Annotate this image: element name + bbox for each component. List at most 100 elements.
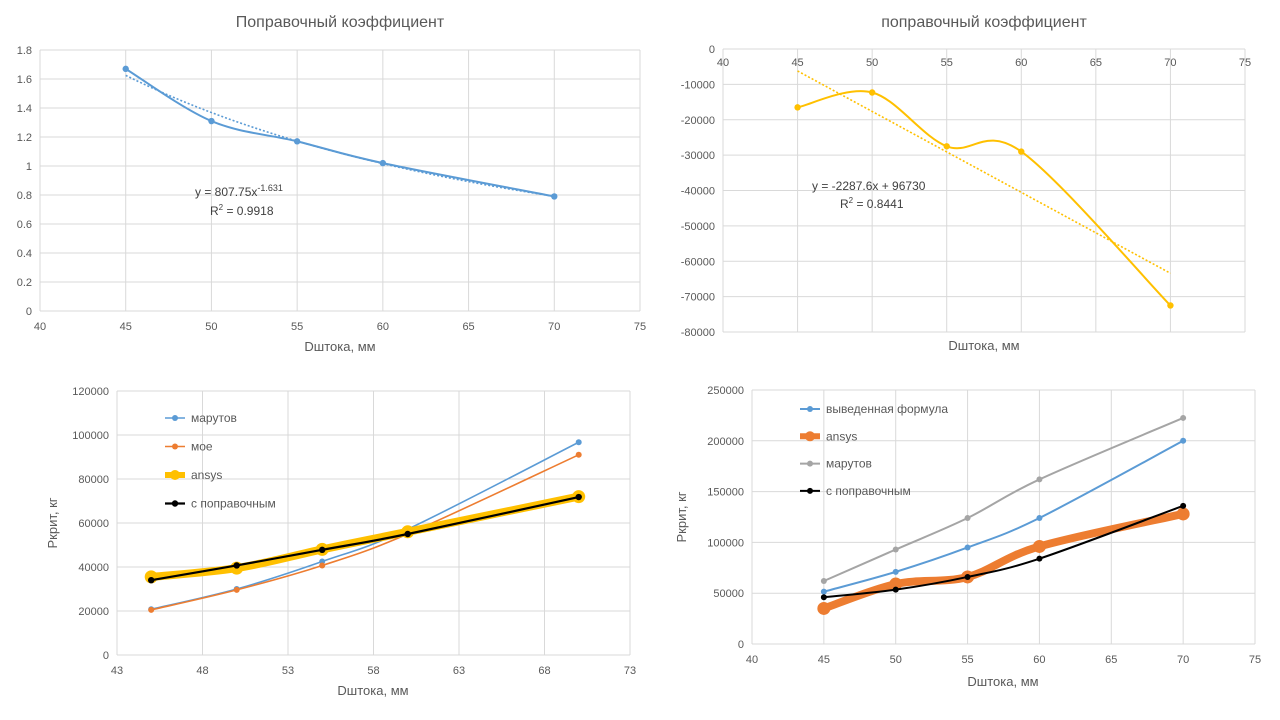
y-tick-label: 1.4 bbox=[17, 103, 32, 115]
data-point bbox=[1036, 515, 1043, 522]
series-4 bbox=[820, 502, 1187, 601]
y-axis-label: Ркрит, кг bbox=[45, 497, 60, 548]
data-point bbox=[892, 546, 899, 553]
x-axis-label: Dштока, мм bbox=[337, 683, 408, 698]
legend-label: с поправочным bbox=[826, 484, 911, 498]
series-1 bbox=[820, 437, 1187, 595]
data-point bbox=[319, 562, 326, 569]
legend-swatch-dot bbox=[172, 415, 178, 421]
series-4 bbox=[148, 493, 582, 584]
legend-label: ansys bbox=[191, 468, 222, 482]
data-point bbox=[868, 89, 876, 96]
legend-label: марутов bbox=[826, 457, 872, 471]
y-tick-label: 0 bbox=[103, 650, 109, 662]
data-point bbox=[1032, 539, 1046, 553]
x-tick-label: 55 bbox=[291, 321, 303, 333]
data-point bbox=[889, 577, 903, 591]
trendline-equation: y = -2287.6x + 96730 bbox=[812, 179, 926, 193]
x-tick-label: 68 bbox=[538, 665, 550, 677]
x-tick-label: 50 bbox=[866, 57, 878, 69]
series-1 bbox=[794, 89, 1174, 309]
data-point bbox=[964, 544, 971, 551]
x-tick-label: 75 bbox=[1239, 57, 1251, 69]
y-tick-label: -30000 bbox=[681, 150, 715, 162]
chart-title: Поправочный коэффициент bbox=[236, 14, 445, 31]
x-tick-label: 55 bbox=[941, 57, 953, 69]
chart-2: 40 45 50 55 60 65 70 75 0 -10000 -20000 -30000 -4000… bbox=[681, 14, 1251, 353]
x-tick-label: 43 bbox=[111, 665, 123, 677]
data-point bbox=[1180, 502, 1187, 509]
legend-label: выведенная формула bbox=[826, 402, 948, 416]
chart-title: поправочный коэффициент bbox=[881, 14, 1087, 31]
x-tick-label: 60 bbox=[1015, 57, 1027, 69]
x-tick-label: 40 bbox=[746, 654, 758, 666]
data-point bbox=[319, 546, 326, 554]
y-tick-label: 1.8 bbox=[17, 45, 32, 57]
data-point bbox=[122, 65, 129, 73]
legend-swatch-dot bbox=[807, 487, 813, 494]
data-point bbox=[943, 143, 950, 150]
y-tick-label: 60000 bbox=[78, 518, 109, 530]
data-point bbox=[964, 515, 971, 522]
data-point bbox=[233, 562, 240, 569]
data-point bbox=[1180, 437, 1187, 444]
y-tick-label: 80000 bbox=[78, 474, 109, 486]
legend-swatch-dot bbox=[807, 406, 813, 412]
y-tick-label: 1.6 bbox=[17, 74, 32, 86]
series-3 bbox=[820, 414, 1187, 585]
legend: марутов мое ansys с поправочным bbox=[165, 411, 276, 511]
x-tick-label: 40 bbox=[34, 321, 46, 333]
legend-swatch-dot bbox=[172, 443, 178, 450]
y-tick-label: 50000 bbox=[713, 588, 744, 600]
data-point bbox=[1036, 476, 1043, 483]
x-tick-label: 75 bbox=[1249, 654, 1261, 666]
y-tick-label: -40000 bbox=[681, 186, 715, 198]
x-tick-label: 70 bbox=[1164, 57, 1176, 69]
data-point bbox=[1176, 507, 1190, 521]
legend-label: ansys bbox=[826, 429, 857, 443]
r-squared-power: 2 bbox=[219, 203, 224, 212]
x-tick-label: 70 bbox=[548, 321, 560, 333]
y-tick-label: 1.2 bbox=[17, 132, 32, 144]
x-tick-label: 58 bbox=[367, 665, 379, 677]
x-tick-label: 45 bbox=[818, 654, 830, 666]
r-squared-value: = 0.9918 bbox=[223, 204, 274, 218]
data-point bbox=[1036, 555, 1043, 562]
data-point bbox=[148, 577, 155, 584]
chart-4: 40 45 50 55 60 65 70 75 0 50000 100000 150000 200000… bbox=[674, 385, 1261, 689]
series-line bbox=[150, 495, 580, 582]
y-tick-label: 0.6 bbox=[17, 219, 32, 231]
x-axis-label: Dштока, мм bbox=[304, 339, 375, 354]
equation-exponent: -1.631 bbox=[257, 183, 283, 193]
y-tick-label: 0 bbox=[738, 639, 744, 651]
x-tick-label: 65 bbox=[1090, 57, 1102, 69]
y-tick-label: 150000 bbox=[707, 487, 744, 499]
equation-main: y = 807.75x bbox=[195, 185, 257, 199]
series-1 bbox=[122, 65, 558, 200]
y-tick-label: -50000 bbox=[681, 221, 715, 233]
trendline bbox=[797, 70, 1171, 274]
trendline bbox=[125, 74, 555, 198]
series-line bbox=[819, 509, 1188, 613]
series-line bbox=[124, 67, 556, 198]
y-axis-label: Ркрит, кг bbox=[674, 491, 689, 542]
data-point bbox=[1018, 148, 1025, 155]
x-tick-label: 50 bbox=[890, 654, 902, 666]
legend-swatch-dot bbox=[171, 500, 179, 507]
legend: выведенная формула ansys марутов с поправоч… bbox=[800, 402, 948, 498]
y-tick-label: -80000 bbox=[681, 327, 715, 339]
data-point bbox=[233, 586, 240, 593]
y-tick-label: 0 bbox=[709, 44, 715, 56]
x-tick-label: 70 bbox=[1177, 654, 1189, 666]
series-1 bbox=[148, 439, 582, 613]
legend-swatch-dot bbox=[807, 460, 813, 467]
data-point bbox=[551, 193, 558, 200]
r-squared-symbol: R bbox=[210, 204, 219, 218]
data-point bbox=[575, 493, 582, 501]
y-tick-label: -10000 bbox=[681, 79, 715, 91]
x-tick-label: 65 bbox=[1105, 654, 1117, 666]
r-squared: R2 = 0.8441 bbox=[840, 196, 904, 211]
y-tick-label: 0.8 bbox=[17, 190, 32, 202]
x-tick-label: 60 bbox=[1033, 654, 1045, 666]
